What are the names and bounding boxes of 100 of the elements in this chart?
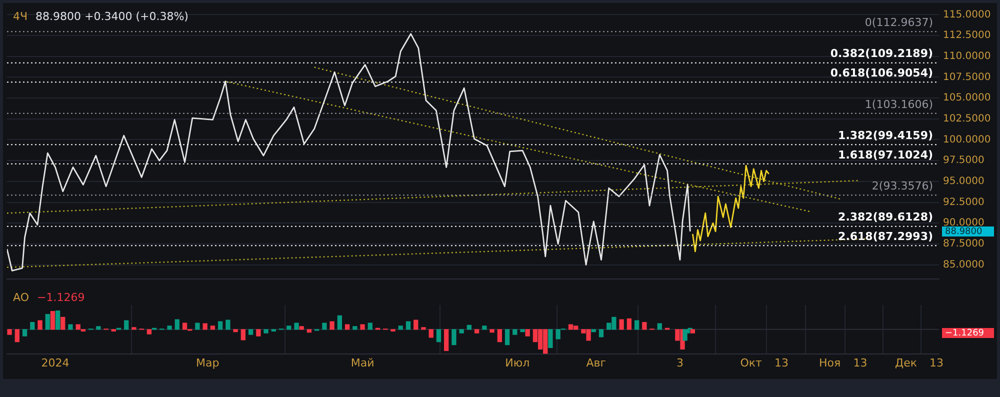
bar bbox=[497, 329, 502, 342]
bar bbox=[96, 326, 101, 330]
chart-title: 4Ч bbox=[13, 10, 28, 23]
bar bbox=[146, 329, 152, 334]
x-tick-label: 13 bbox=[929, 356, 944, 370]
bar bbox=[124, 320, 129, 330]
bar bbox=[352, 326, 358, 330]
y-tick-label: 97.5000 bbox=[943, 155, 984, 166]
x-tick-label: Мар bbox=[196, 356, 220, 370]
bar bbox=[264, 329, 268, 334]
bar bbox=[444, 329, 449, 351]
bar bbox=[195, 322, 200, 330]
y-tick-label: 110.0000 bbox=[943, 50, 991, 62]
x-tick-label: 13 bbox=[853, 356, 868, 370]
bar bbox=[240, 329, 246, 340]
bar bbox=[548, 329, 553, 348]
bar bbox=[132, 327, 136, 330]
x-tick-label: Июл bbox=[505, 356, 530, 370]
y-tick-label: 95.0000 bbox=[943, 176, 984, 188]
bar bbox=[322, 322, 327, 330]
y-tick-label: 90.0000 bbox=[943, 218, 984, 229]
ref-line-label: 0.382(109.2189) bbox=[830, 47, 933, 60]
bar bbox=[38, 320, 42, 330]
bar bbox=[368, 322, 372, 330]
ref-line-label: 2(93.3576) bbox=[872, 179, 933, 192]
x-tick-label: Окт bbox=[740, 356, 763, 370]
bar bbox=[30, 322, 35, 330]
x-tick-label: 3 bbox=[676, 356, 684, 370]
bar bbox=[406, 321, 411, 330]
bar bbox=[337, 315, 342, 330]
bar bbox=[7, 329, 12, 335]
y-tick-label: 100.0000 bbox=[943, 134, 991, 146]
text: 88.9800 bbox=[945, 226, 982, 237]
x-tick-label: 13 bbox=[774, 356, 789, 370]
text: −1.1269 bbox=[36, 290, 85, 304]
bar bbox=[360, 324, 365, 330]
bar bbox=[428, 329, 434, 338]
bar bbox=[226, 320, 230, 330]
bar bbox=[306, 329, 312, 333]
bar bbox=[504, 329, 510, 346]
bar bbox=[634, 320, 640, 330]
bar bbox=[459, 329, 464, 334]
bar bbox=[330, 321, 334, 330]
y-tick-label: 92.5000 bbox=[943, 196, 984, 208]
bar bbox=[233, 329, 238, 332]
bar bbox=[421, 327, 426, 330]
bar bbox=[490, 329, 494, 333]
chart-title: AO bbox=[13, 290, 30, 304]
chart-subtitle: 88.9800 +0.3400 (+0.38%) bbox=[36, 10, 188, 23]
bar bbox=[452, 329, 456, 346]
bar bbox=[55, 310, 60, 330]
bar bbox=[626, 318, 632, 330]
ref-line-label: 1.382(99.4159) bbox=[838, 128, 933, 142]
bar bbox=[398, 326, 403, 330]
bar bbox=[690, 329, 695, 334]
bar bbox=[248, 329, 254, 335]
y-tick-label: 87.5000 bbox=[943, 238, 984, 250]
x-tick-label: Май bbox=[350, 356, 374, 370]
bar bbox=[218, 321, 223, 330]
bar bbox=[210, 326, 216, 330]
x-tick-label: Авг bbox=[586, 356, 606, 370]
ref-line-label: 2.382(89.6128) bbox=[838, 210, 933, 224]
bar bbox=[619, 319, 624, 330]
bar bbox=[202, 323, 208, 330]
bar bbox=[642, 322, 647, 330]
bar bbox=[520, 329, 525, 332]
bar bbox=[174, 319, 180, 330]
y-tick-label: 105.0000 bbox=[943, 92, 991, 104]
bar bbox=[466, 324, 472, 330]
y-tick-label: 107.5000 bbox=[943, 72, 991, 83]
x-tick-label: 2024 bbox=[41, 356, 70, 370]
ref-line-label: 1.618(97.1024) bbox=[838, 148, 933, 162]
y-tick-label: 115.0000 bbox=[943, 9, 991, 20]
bar bbox=[299, 326, 304, 330]
bar bbox=[512, 329, 518, 335]
bar bbox=[167, 326, 172, 330]
bar bbox=[344, 324, 350, 330]
bar bbox=[50, 311, 56, 330]
bar bbox=[294, 322, 299, 330]
bar bbox=[436, 329, 442, 342]
x-tick-label: Дек bbox=[894, 356, 918, 370]
y-tick-label: 102.5000 bbox=[943, 113, 991, 124]
bar bbox=[68, 324, 73, 330]
bar bbox=[286, 326, 292, 330]
bar bbox=[14, 329, 20, 342]
y-tick-label: 85.0000 bbox=[943, 259, 984, 270]
y-tick-label: 112.5000 bbox=[943, 30, 991, 42]
bar bbox=[256, 329, 261, 336]
bar bbox=[525, 329, 530, 336]
ref-line-label: 2.618(87.2993) bbox=[838, 230, 933, 244]
ref-line-label: 0.618(106.9054) bbox=[830, 66, 933, 80]
bar bbox=[482, 326, 487, 330]
bar bbox=[657, 323, 662, 330]
bar bbox=[474, 329, 480, 334]
bar bbox=[22, 329, 28, 336]
ref-line-label: 1(103.1606) bbox=[864, 98, 933, 111]
bar bbox=[414, 320, 418, 330]
bar bbox=[60, 316, 66, 330]
bar bbox=[591, 329, 596, 332]
bar bbox=[45, 314, 50, 330]
